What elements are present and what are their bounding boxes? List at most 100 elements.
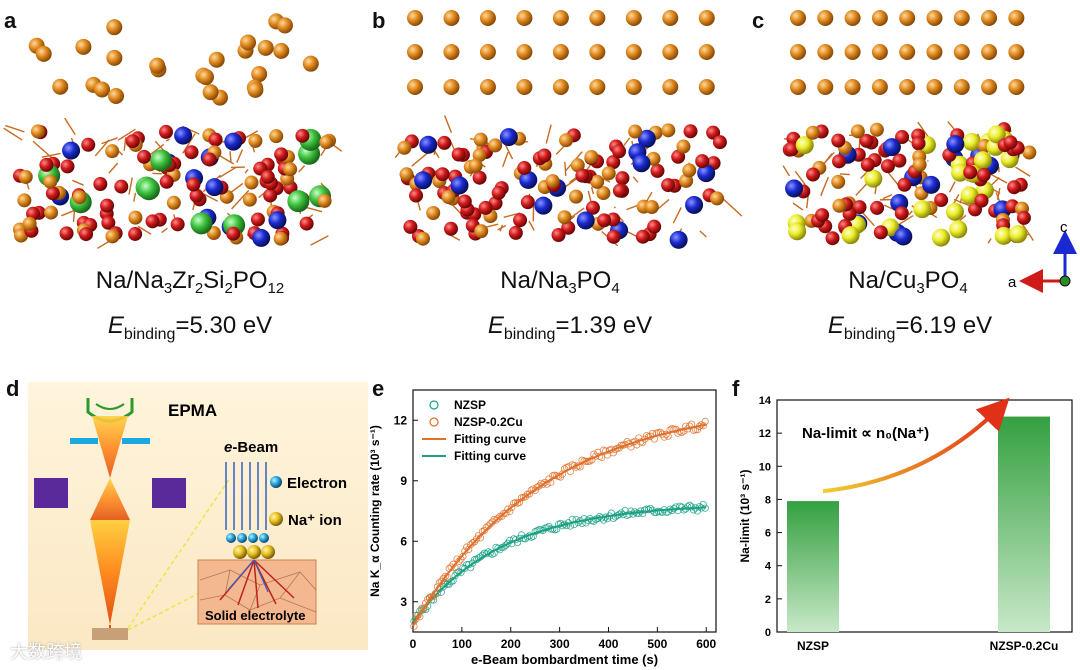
na-metal-atom xyxy=(516,79,533,95)
slab-atom xyxy=(537,148,552,163)
slab-atom xyxy=(101,215,116,230)
na-metal-atom xyxy=(625,79,642,95)
bond xyxy=(839,173,850,176)
na-metal-atom xyxy=(844,44,861,60)
structure-na-nzsp xyxy=(3,13,343,250)
y-tick-label: 12 xyxy=(759,428,771,440)
slab-atom xyxy=(934,193,949,208)
panel-letter-d: d xyxy=(6,376,20,401)
na-metal-atom xyxy=(589,44,606,60)
bond xyxy=(917,121,930,138)
bond xyxy=(672,207,682,224)
slab-atom xyxy=(973,151,992,170)
na-metal-atom xyxy=(552,10,569,26)
na-metal-atom xyxy=(926,44,943,60)
bond xyxy=(94,139,110,157)
structure-na-cu3po4 xyxy=(782,10,1037,247)
beam-lower-cone xyxy=(90,520,130,625)
slab-atom xyxy=(519,170,538,189)
slab-atom xyxy=(974,193,989,208)
structure-na-na3po4 xyxy=(394,10,743,249)
slab-atom xyxy=(399,167,414,182)
data-point-nzsp-0.2cu xyxy=(433,583,442,591)
na-metal-atom xyxy=(443,79,460,95)
bond xyxy=(219,166,237,178)
slab-atom xyxy=(911,136,926,151)
slab-atom xyxy=(18,169,33,184)
chart-na-limit: 0 2 4 6 8 10 12 14 Na-limit (10³ s⁻¹) NZSP NZSP-0.… xyxy=(738,395,1073,653)
slab-atom xyxy=(635,229,650,244)
bond xyxy=(792,202,804,211)
bond xyxy=(161,227,168,234)
bond xyxy=(231,189,250,210)
aperture-left xyxy=(70,438,98,444)
slab-atom xyxy=(932,228,951,247)
slab-atom xyxy=(414,171,433,190)
na-metal-atom xyxy=(257,39,274,56)
watermark-text: 大数跨境 xyxy=(10,642,82,663)
data-point-nzsp-0.2cu xyxy=(521,493,530,501)
energy-b: Ebinding=1.39 eV xyxy=(487,312,653,343)
na-metal-atom xyxy=(302,55,319,72)
na-metal-atom xyxy=(552,44,569,60)
slab-atom xyxy=(831,133,846,148)
panel-letter-f: f xyxy=(732,376,740,401)
data-point-nzsp-0.2cu xyxy=(504,505,512,513)
na-metal-atom xyxy=(817,44,834,60)
data-point-nzsp-0.2cu xyxy=(508,503,516,512)
data-point-nzsp xyxy=(652,508,660,517)
slab-atom xyxy=(676,139,691,154)
data-point-nzsp xyxy=(418,606,426,614)
slab-atom xyxy=(590,174,605,189)
aperture-right xyxy=(122,438,150,444)
panel-letter-b: b xyxy=(372,8,386,33)
slab-atom xyxy=(869,122,884,137)
bar-nzsp xyxy=(787,501,839,632)
slab-atom xyxy=(269,129,284,144)
slab-atom xyxy=(644,199,659,214)
beam-upper-cone xyxy=(92,416,128,478)
slab-atom xyxy=(825,231,840,246)
slab-atom xyxy=(268,211,287,230)
bond xyxy=(820,176,829,197)
bond xyxy=(165,138,170,142)
slab-atom xyxy=(561,220,576,235)
slab-atom xyxy=(880,159,895,174)
slab-atom xyxy=(488,138,503,153)
slab-atom xyxy=(93,177,108,192)
slab-atom xyxy=(976,167,991,182)
slab-atom xyxy=(661,123,676,138)
slab-atom xyxy=(62,141,81,160)
slab-atom xyxy=(612,144,627,159)
slab-atom xyxy=(44,205,59,220)
slab-atom xyxy=(419,135,438,154)
slab-atom xyxy=(457,194,472,209)
na-metal-atom xyxy=(108,87,125,104)
na-metal-atom xyxy=(981,79,998,95)
slab-atom xyxy=(815,208,830,223)
bond xyxy=(632,176,639,183)
lens-left xyxy=(34,478,68,508)
slab-atom xyxy=(695,154,710,169)
slab-atom xyxy=(174,126,193,145)
bond xyxy=(133,192,137,202)
slab-atom xyxy=(105,144,120,159)
slab-atom xyxy=(137,149,152,164)
slab-atom xyxy=(415,231,430,246)
slab-atom xyxy=(806,167,821,182)
na-metal-atom xyxy=(790,44,806,60)
slab-atom xyxy=(575,168,590,183)
slab-atom xyxy=(569,189,584,204)
y-tick-label: 6 xyxy=(765,528,771,540)
bond xyxy=(782,165,791,177)
na-metal-atom xyxy=(662,44,679,60)
data-point-nzsp xyxy=(689,506,698,514)
slab-atom xyxy=(184,145,199,160)
panel-letter-c: c xyxy=(752,8,765,33)
na-metal-atom xyxy=(790,79,806,95)
sample-stage xyxy=(92,628,128,640)
bond xyxy=(502,151,509,168)
slab-atom xyxy=(14,228,29,243)
data-point-nzsp-0.2cu xyxy=(525,490,533,498)
slab-atom xyxy=(299,216,314,231)
